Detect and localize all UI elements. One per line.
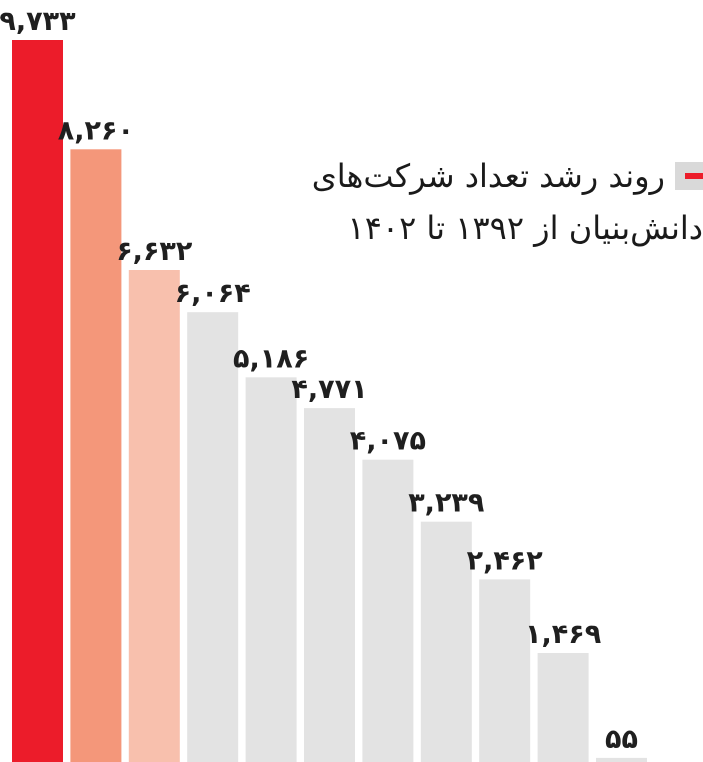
value-label-9: ۲,۴۶۲ [467,545,544,576]
bar-4 [187,312,239,762]
bar-8 [420,521,472,762]
value-label-4: ۶,۰۶۴ [175,278,251,309]
bar-3 [128,270,180,762]
chart-legend: روند رشد تعداد شرکت‌های دانش‌بنیان از ۱۳… [263,150,703,254]
value-label-6: ۴,۷۷۱ [291,374,367,405]
legend-marker-icon [675,162,703,190]
value-label-7: ۴,۰۷۵ [350,426,426,457]
bar-5 [245,377,297,762]
legend-marker-accent [685,173,703,179]
bar-9 [479,579,531,762]
value-label-11: ۵۵ [605,724,638,755]
bar-10 [537,653,589,762]
value-label-2: ۸,۲۶۰ [58,115,134,146]
legend-row-1: روند رشد تعداد شرکت‌های [263,150,703,202]
legend-row-2: دانش‌بنیان از ۱۳۹۲ تا ۱۴۰۲ [263,202,703,254]
bar-1 [12,40,63,762]
value-label-5: ۵,۱۸۶ [233,343,309,374]
chart-title-line-2: دانش‌بنیان از ۱۳۹۲ تا ۱۴۰۲ [347,209,703,247]
value-label-10: ۱,۴۶۹ [525,619,601,650]
bar-7 [362,459,414,762]
bar-6 [304,408,355,762]
chart-title-line-1: روند رشد تعداد شرکت‌های [311,157,665,195]
value-label-1: ۹,۷۳۳ [0,6,76,37]
value-label-3: ۶,۶۳۲ [116,236,193,267]
value-label-8: ۳,۲۳۹ [408,488,484,519]
bar-11 [596,757,647,762]
bar-2 [70,149,122,762]
